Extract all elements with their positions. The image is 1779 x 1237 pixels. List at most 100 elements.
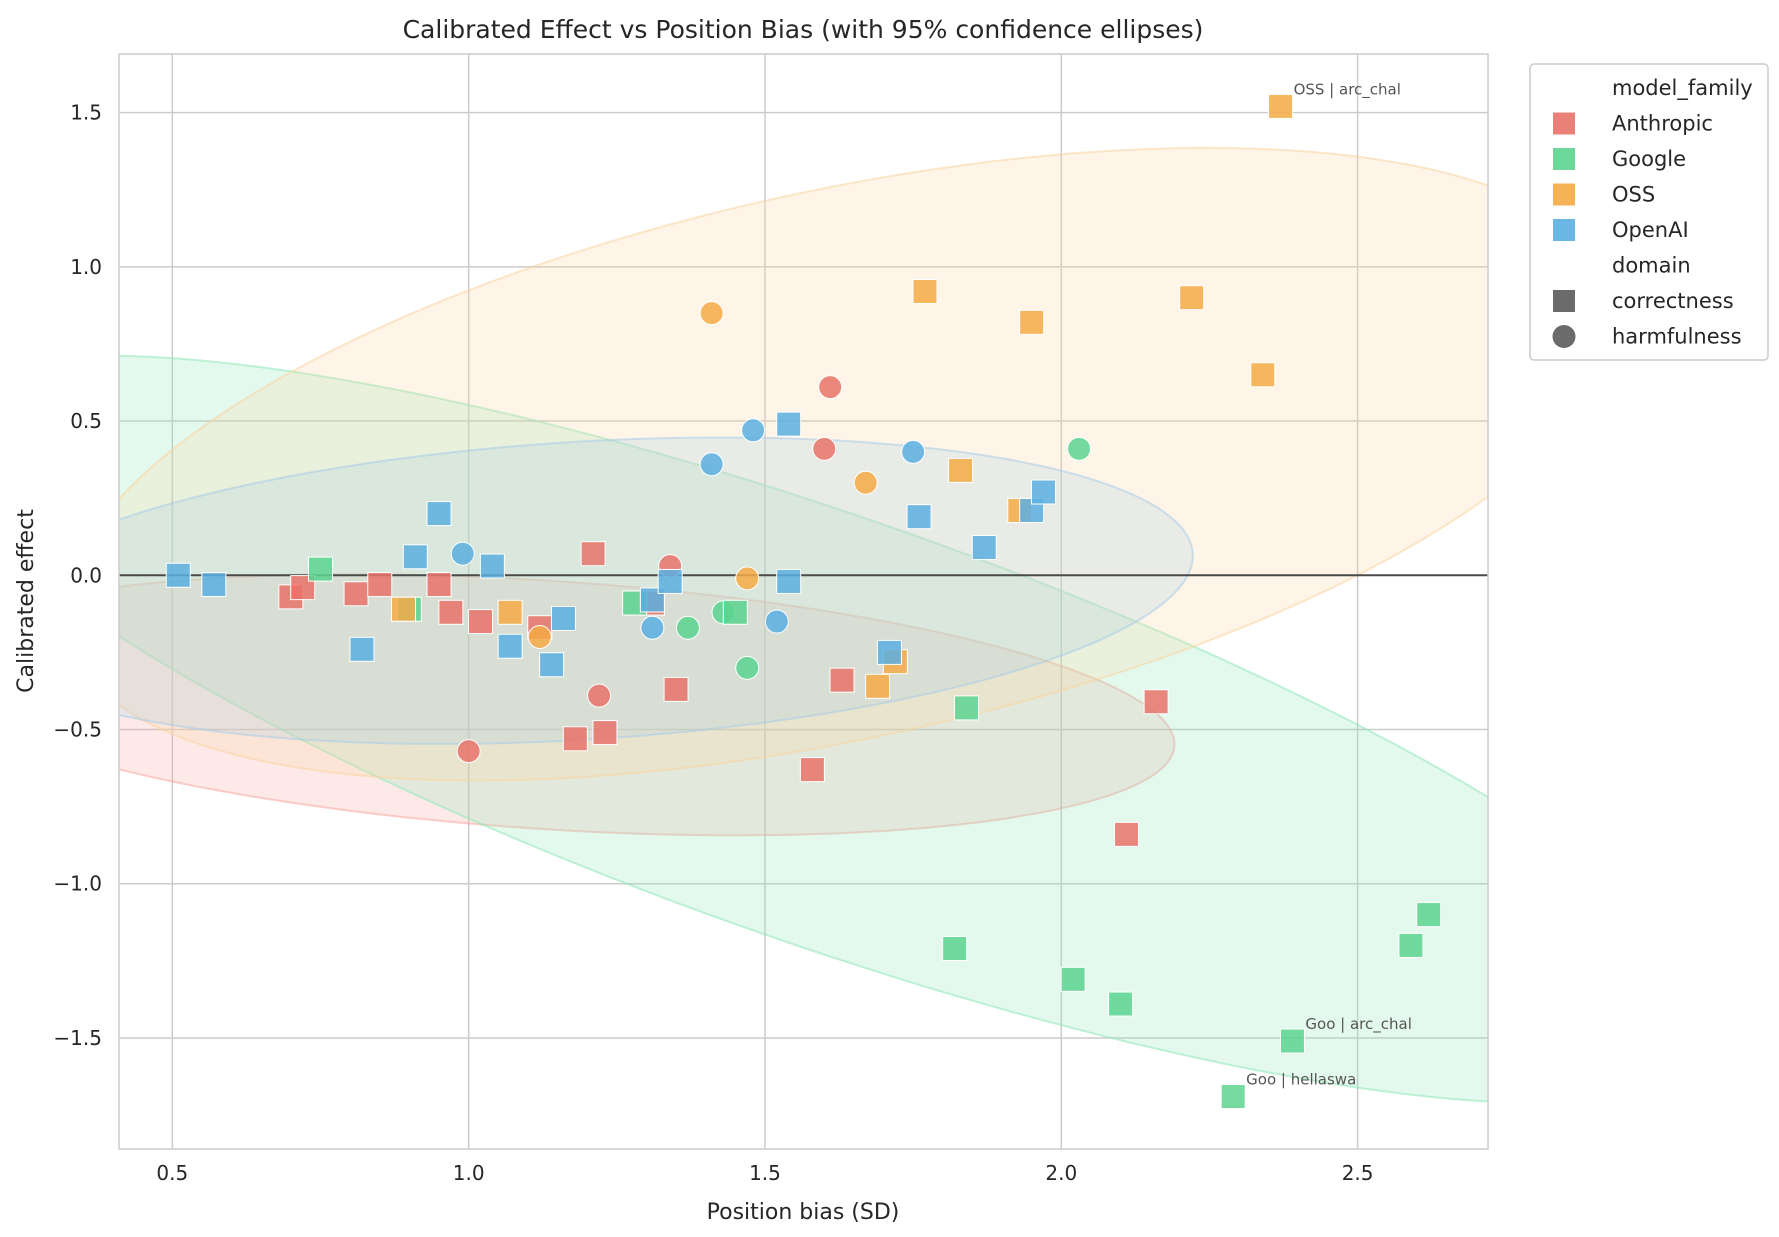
point-annotations: Goo | arc_chal Goo | hellaswa OSS | arc_ch… bbox=[1246, 80, 1412, 1088]
legend-label: Google bbox=[1612, 147, 1686, 171]
data-point-square bbox=[1019, 309, 1045, 335]
legend-box bbox=[1529, 63, 1769, 361]
chart-title: Calibrated Effect vs Position Bias (with… bbox=[403, 15, 1204, 44]
legend-label: OSS bbox=[1612, 183, 1655, 207]
legend-marker-circle bbox=[1552, 325, 1576, 348]
x-tick-label: 1.5 bbox=[749, 1161, 781, 1185]
data-point-square bbox=[165, 562, 191, 588]
x-tick-label: 2.5 bbox=[1342, 1161, 1374, 1185]
legend: model_family Anthropic Google OSS OpenAI doma… bbox=[1529, 63, 1769, 361]
data-point-square bbox=[1031, 479, 1057, 505]
data-point-square bbox=[953, 695, 979, 721]
data-point-square bbox=[971, 535, 997, 561]
data-point-square bbox=[349, 636, 375, 662]
data-point-circle bbox=[812, 436, 837, 461]
data-point-square bbox=[497, 633, 523, 659]
data-point-circle bbox=[456, 739, 481, 764]
data-point-square bbox=[1250, 362, 1276, 388]
data-point-circle bbox=[640, 615, 665, 640]
data-points bbox=[165, 93, 1442, 1110]
data-point-square bbox=[948, 457, 974, 483]
y-axis-ticks: −1.5 −1.0 −0.5 0.0 0.5 1.0 1.5 bbox=[53, 101, 102, 1050]
data-point-square bbox=[468, 609, 494, 635]
x-tick-label: 2.0 bbox=[1045, 1161, 1077, 1185]
x-axis-label: Position bias (SD) bbox=[707, 1200, 900, 1225]
point-annotation: OSS | arc_chal bbox=[1294, 80, 1401, 99]
data-point-square bbox=[1179, 285, 1205, 311]
y-axis-label: Calibrated effect bbox=[14, 509, 39, 693]
y-tick-label: 0.5 bbox=[70, 409, 102, 433]
data-point-square bbox=[1060, 966, 1086, 992]
x-tick-label: 0.5 bbox=[156, 1161, 188, 1185]
data-point-square bbox=[1279, 1028, 1305, 1054]
data-point-circle bbox=[853, 470, 878, 495]
data-point-square bbox=[367, 572, 393, 598]
legend-label: OpenAI bbox=[1612, 218, 1689, 242]
data-point-square bbox=[1220, 1084, 1246, 1110]
data-point-square bbox=[663, 676, 689, 702]
data-point-square bbox=[1398, 932, 1424, 958]
data-point-square bbox=[343, 581, 369, 607]
legend-swatch-anthropic bbox=[1553, 112, 1575, 135]
y-tick-label: 1.5 bbox=[70, 101, 102, 125]
point-annotation: Goo | arc_chal bbox=[1305, 1015, 1411, 1034]
data-point-circle bbox=[764, 609, 789, 634]
data-point-circle bbox=[901, 439, 926, 464]
data-point-square bbox=[592, 720, 618, 746]
data-point-square bbox=[562, 726, 588, 752]
data-point-square bbox=[657, 568, 683, 594]
data-point-square bbox=[912, 279, 938, 305]
data-point-square bbox=[497, 599, 523, 625]
x-axis-ticks: 0.5 1.0 1.5 2.0 2.5 bbox=[156, 1161, 1373, 1185]
data-point-square bbox=[479, 553, 505, 579]
point-annotation: Goo | hellaswa bbox=[1246, 1071, 1356, 1089]
legend-swatch-oss bbox=[1553, 183, 1575, 206]
data-point-circle bbox=[699, 452, 724, 477]
data-point-square bbox=[539, 652, 565, 678]
data-point-square bbox=[906, 504, 932, 530]
data-point-square bbox=[402, 544, 428, 570]
data-point-square bbox=[390, 596, 416, 622]
x-tick-label: 1.0 bbox=[453, 1161, 485, 1185]
legend-style-title: domain bbox=[1612, 254, 1691, 278]
data-point-square bbox=[307, 556, 333, 582]
data-point-square bbox=[865, 673, 891, 699]
data-point-square bbox=[776, 411, 802, 437]
data-point-circle bbox=[527, 624, 552, 649]
data-point-square bbox=[550, 605, 576, 631]
data-point-circle bbox=[741, 418, 766, 443]
data-point-square bbox=[426, 501, 452, 527]
data-point-circle bbox=[587, 683, 612, 708]
data-point-square bbox=[438, 599, 464, 625]
data-point-circle bbox=[818, 375, 843, 400]
legend-swatch-openai bbox=[1553, 219, 1575, 241]
data-point-square bbox=[580, 541, 606, 567]
data-point-circle bbox=[675, 615, 700, 640]
data-point-square bbox=[829, 667, 855, 693]
legend-label: correctness bbox=[1612, 289, 1734, 313]
data-point-square bbox=[722, 599, 748, 625]
data-point-circle bbox=[735, 655, 760, 680]
data-point-square bbox=[1416, 902, 1442, 928]
legend-label: Anthropic bbox=[1612, 112, 1713, 136]
data-point-circle bbox=[699, 301, 724, 326]
legend-marker-square bbox=[1553, 290, 1575, 312]
y-tick-label: −0.5 bbox=[53, 718, 102, 742]
legend-swatch-google bbox=[1553, 148, 1575, 170]
confidence-ellipse-anthropic bbox=[119, 573, 1176, 837]
plot-frame bbox=[118, 53, 1489, 1150]
data-point-circle bbox=[450, 541, 475, 566]
data-point-square bbox=[1113, 821, 1139, 847]
data-point-square bbox=[1268, 93, 1294, 119]
data-point-circle bbox=[1067, 436, 1092, 461]
data-point-square bbox=[426, 572, 452, 598]
data-point-square bbox=[1143, 689, 1169, 715]
y-tick-label: −1.0 bbox=[53, 872, 102, 896]
data-point-square bbox=[799, 757, 825, 783]
y-tick-label: 1.0 bbox=[70, 255, 102, 279]
y-tick-label: −1.5 bbox=[53, 1026, 102, 1050]
data-point-square bbox=[776, 568, 802, 594]
data-point-square bbox=[942, 936, 968, 962]
